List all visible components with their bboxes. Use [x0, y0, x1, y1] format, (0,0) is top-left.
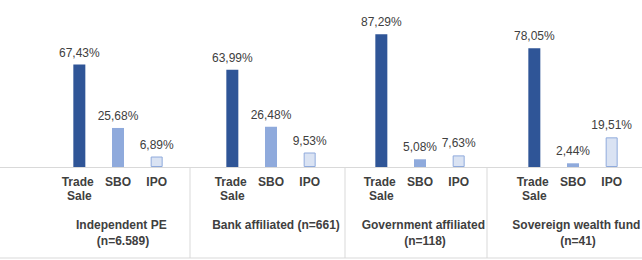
svg-text:Bank affiliated (n=661): Bank affiliated (n=661) — [212, 218, 340, 232]
svg-text:Trade: Trade — [62, 175, 97, 189]
svg-text:(n=118): (n=118) — [404, 234, 446, 248]
svg-text:SBO: SBO — [105, 175, 131, 189]
svg-text:26,48%: 26,48% — [251, 108, 292, 122]
svg-text:Independent PE: Independent PE — [76, 218, 170, 232]
svg-text:5,08%: 5,08% — [403, 140, 437, 154]
svg-text:9,53%: 9,53% — [293, 134, 327, 148]
svg-text:Sale: Sale — [522, 189, 547, 203]
svg-text:SBO: SBO — [407, 175, 433, 189]
svg-text:2,44%: 2,44% — [556, 144, 590, 158]
svg-text:Trade: Trade — [215, 175, 250, 189]
svg-text:25,68%: 25,68% — [98, 109, 139, 123]
svg-text:7,63%: 7,63% — [442, 136, 476, 150]
svg-text:Government affiliated: Government affiliated — [362, 218, 489, 232]
svg-text:Sale: Sale — [220, 189, 245, 203]
svg-text:19,51%: 19,51% — [591, 118, 632, 132]
svg-text:(n=6.589): (n=6.589) — [97, 234, 149, 248]
svg-text:(n=41): (n=41) — [560, 234, 596, 248]
svg-text:IPO: IPO — [601, 175, 622, 189]
svg-text:Trade: Trade — [364, 175, 399, 189]
svg-text:63,99%: 63,99% — [212, 51, 253, 65]
svg-text:6,89%: 6,89% — [140, 138, 174, 152]
svg-text:Sale: Sale — [67, 189, 92, 203]
svg-text:Trade: Trade — [517, 175, 552, 189]
svg-text:67,43%: 67,43% — [59, 46, 100, 60]
svg-text:87,29%: 87,29% — [361, 15, 402, 29]
svg-text:IPO: IPO — [299, 175, 320, 189]
svg-text:SBO: SBO — [258, 175, 284, 189]
svg-text:Sale: Sale — [369, 189, 394, 203]
svg-text:SBO: SBO — [560, 175, 586, 189]
svg-text:78,05%: 78,05% — [514, 29, 555, 43]
svg-text:IPO: IPO — [146, 175, 167, 189]
svg-text:Sovereign wealth fund: Sovereign wealth fund — [512, 218, 642, 232]
svg-text:IPO: IPO — [448, 175, 469, 189]
